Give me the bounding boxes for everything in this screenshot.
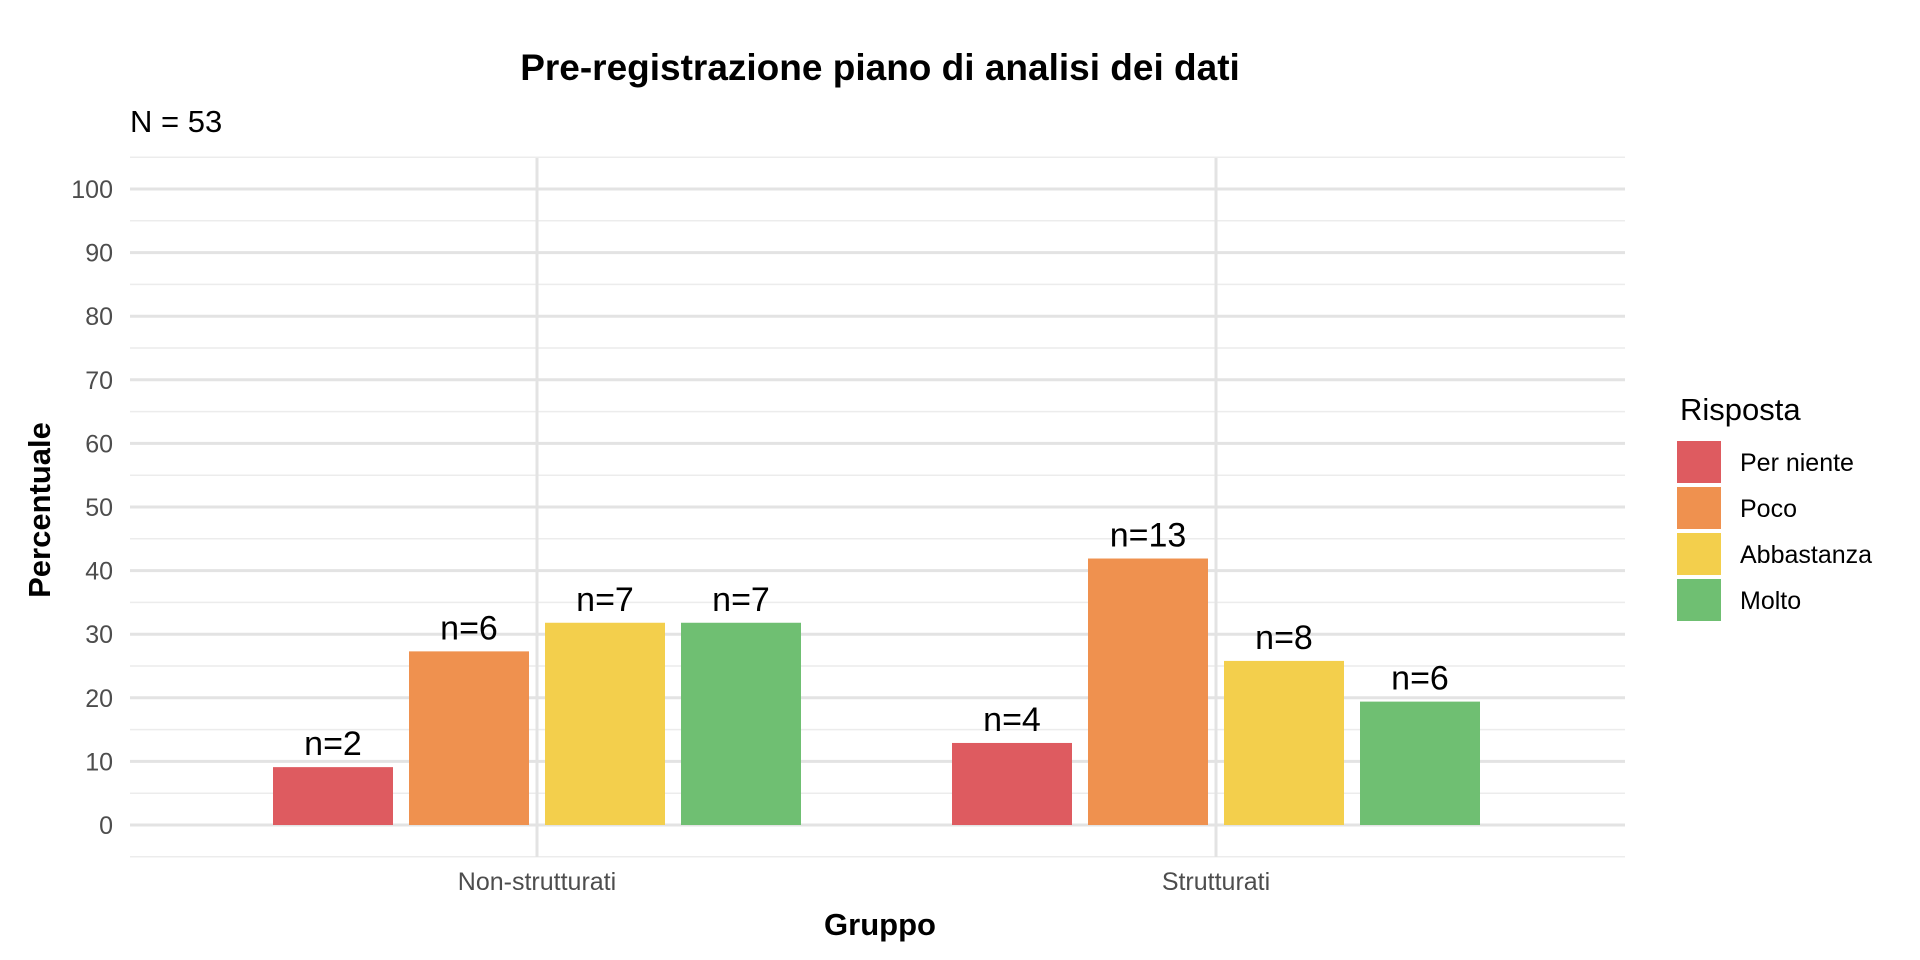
bar-labels: n=2 n=4 n=6 n=13 n=7 n=8 n=7 n=6 xyxy=(304,517,1449,764)
legend-label: Abbastanza xyxy=(1740,541,1872,569)
chart-subtitle: N = 53 xyxy=(130,104,222,139)
y-tick-label: 0 xyxy=(99,812,113,840)
bar-data-label: n=8 xyxy=(1255,619,1313,657)
x-tick-label: Non-strutturati xyxy=(458,868,616,896)
legend-label: Per niente xyxy=(1740,449,1854,477)
bar xyxy=(1224,660,1344,825)
bar xyxy=(952,742,1072,825)
y-tick-label: 20 xyxy=(85,685,113,713)
bar-data-label: n=7 xyxy=(576,581,634,619)
x-axis-title: Gruppo xyxy=(824,907,936,942)
bar-data-label: n=4 xyxy=(983,701,1041,739)
y-tick-label: 70 xyxy=(85,367,113,395)
legend-label: Molto xyxy=(1740,587,1801,615)
bar xyxy=(1088,558,1208,825)
legend-swatch xyxy=(1677,579,1721,621)
legend-title: Risposta xyxy=(1680,392,1801,427)
bar xyxy=(681,622,801,825)
y-tick-label: 40 xyxy=(85,558,113,586)
y-tick-label: 60 xyxy=(85,430,113,458)
y-axis-title: Percentuale xyxy=(22,422,57,598)
legend: Risposta Per niente Poco Abbastanza Molto xyxy=(1677,392,1872,621)
y-tick-label: 50 xyxy=(85,494,113,522)
y-tick-label: 30 xyxy=(85,621,113,649)
bar-data-label: n=2 xyxy=(304,725,362,763)
bar xyxy=(545,622,665,825)
legend-swatch xyxy=(1677,533,1721,575)
bar-data-label: n=6 xyxy=(1391,660,1449,698)
bar-data-label: n=13 xyxy=(1110,517,1187,555)
y-tick-label: 80 xyxy=(85,303,113,331)
y-tick-label: 10 xyxy=(85,748,113,776)
y-axis-ticks: 0 10 20 30 40 50 60 70 80 90 100 xyxy=(71,176,113,840)
legend-label: Poco xyxy=(1740,495,1797,523)
bar xyxy=(1360,701,1480,825)
x-axis-ticks: Non-strutturati Strutturati xyxy=(458,868,1270,896)
bar-data-label: n=6 xyxy=(440,609,498,647)
legend-swatch xyxy=(1677,441,1721,483)
bars xyxy=(273,558,1480,825)
bar xyxy=(273,767,393,825)
bar-data-label: n=7 xyxy=(712,581,770,619)
chart-title: Pre-registrazione piano di analisi dei d… xyxy=(520,47,1240,88)
x-tick-label: Strutturati xyxy=(1162,868,1270,896)
y-tick-label: 90 xyxy=(85,240,113,268)
legend-swatch xyxy=(1677,487,1721,529)
y-tick-label: 100 xyxy=(71,176,113,204)
bar xyxy=(409,651,529,825)
